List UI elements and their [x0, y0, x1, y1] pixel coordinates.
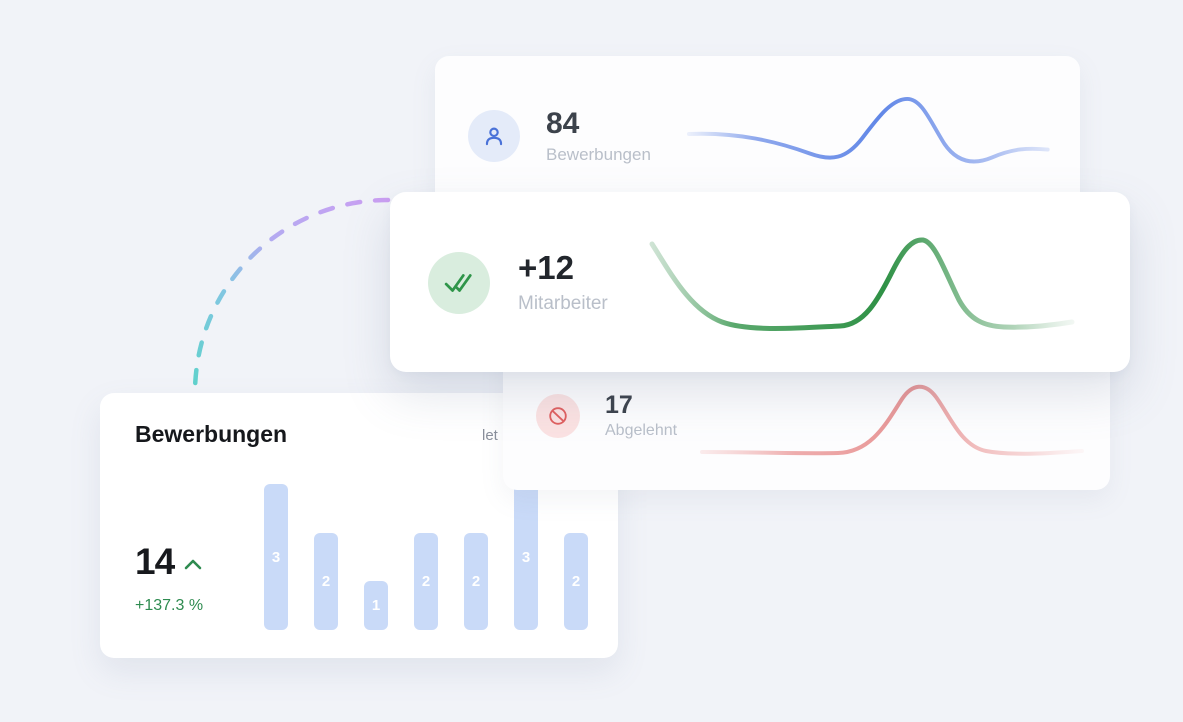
applications-label: Bewerbungen	[546, 144, 651, 164]
person-icon	[468, 110, 520, 163]
bar-value-label: 2	[321, 573, 331, 590]
metric-change: +137.3 %	[135, 597, 204, 614]
metric-block: 14	[135, 541, 202, 583]
rejected-value: 17	[605, 391, 633, 419]
bar-value-label: 2	[421, 573, 431, 590]
sparkline-applications	[686, 96, 1050, 164]
bar: 2	[564, 533, 588, 630]
chevron-up-icon	[184, 559, 202, 570]
bar: 2	[314, 533, 338, 630]
employees-label: Mitarbeiter	[518, 292, 608, 314]
bar: 2	[464, 533, 488, 630]
rejected-label: Abgelehnt	[605, 422, 678, 440]
metric-value: 14	[135, 541, 175, 582]
bar: 3	[514, 484, 538, 630]
bar: 1	[364, 581, 388, 630]
applications-value: 84	[546, 107, 580, 140]
stat-card-employees: +12 Mitarbeiter	[390, 192, 1130, 372]
bar-value-label: 3	[271, 548, 281, 566]
bar: 2	[414, 533, 438, 630]
blocked-icon	[536, 394, 580, 439]
connector-arc-icon	[192, 197, 391, 396]
stat-card-applications: 84 Bewerbungen	[435, 56, 1080, 212]
employees-value: +12	[518, 249, 574, 286]
bar-value-label: 2	[571, 573, 581, 590]
bar-value-label: 3	[521, 548, 531, 566]
sparkline-employees	[649, 237, 1075, 331]
bar-value-label: 2	[471, 573, 481, 590]
double-check-icon	[428, 251, 490, 314]
chart-title: Bewerbungen	[135, 421, 288, 447]
bar-value-label: 1	[371, 597, 381, 614]
chart-period-label: let	[482, 427, 498, 444]
bar: 3	[264, 484, 288, 630]
sparkline-rejected	[700, 384, 1084, 456]
bar-chart: 3 2 1 2 2 3 2	[264, 480, 588, 630]
